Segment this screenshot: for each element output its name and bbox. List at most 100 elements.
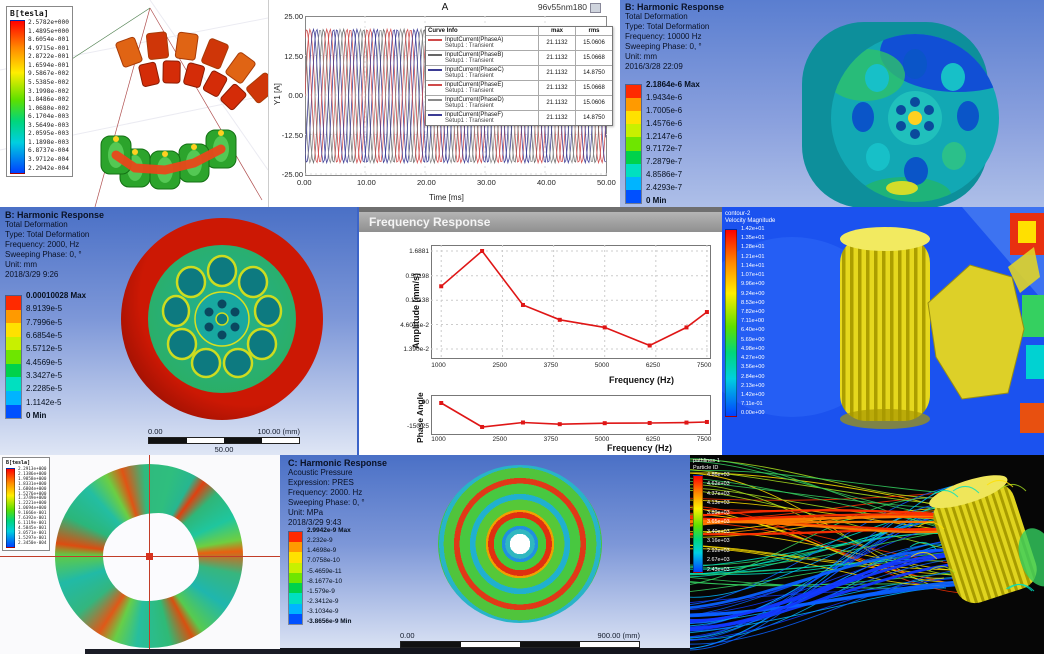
legend-value: 0 Min — [26, 410, 47, 420]
window-behind-edge — [359, 207, 724, 212]
rim-holes — [161, 254, 283, 379]
legend-value: 6.8737e-004 — [28, 147, 69, 155]
legend-value: 1.0680e-002 — [28, 104, 69, 112]
legend-value: 6.1119e-001 — [18, 520, 47, 526]
streamline — [690, 505, 946, 575]
legend-value: 2.2913e+000 — [18, 467, 47, 472]
red-wheel-model — [121, 218, 323, 420]
tick-label: 7500 — [696, 362, 712, 369]
flux-legend: 2.5782e+000 1.4895e+000 8.6054e-001 4.9715e… — [10, 19, 69, 174]
hot-spot — [218, 130, 224, 136]
window-titlebar[interactable]: Frequency Response — [359, 212, 724, 232]
curve-swatch — [428, 39, 442, 41]
legend-value: 1.2147e-6 — [646, 131, 683, 141]
curve-rms-cell: 14.8750 — [575, 111, 612, 125]
column-header: Curve Info — [428, 28, 458, 34]
plot-title: A — [441, 2, 449, 13]
curve-name-cell: InputCurrent(PhaseB) Setup1 : Transient — [426, 51, 538, 65]
swirl-line — [999, 484, 1027, 492]
legend-value: 1.6594e-001 — [28, 61, 69, 69]
header-line: Frequency: 2000, Hz — [5, 240, 80, 249]
legend-labels: 2.2913e+000 2.1386e+000 1.9858e+000 1.8331e… — [18, 467, 47, 546]
legend-value: 2.3450e-004 — [18, 540, 47, 546]
curve-max-cell: 21.1132 — [538, 36, 575, 50]
legend-band — [626, 137, 641, 151]
window-control-icon[interactable] — [590, 3, 601, 13]
legend-value: 5.5385e-002 — [28, 78, 69, 86]
ruler-min: 0.00 — [148, 427, 163, 436]
legend-band — [289, 532, 302, 543]
axis-line — [94, 7, 151, 207]
legend-colorbar — [288, 531, 303, 625]
hot-spot — [162, 151, 168, 157]
legend-value: -1.579e-9 — [307, 587, 335, 595]
legend-value: 7.11e+00 — [741, 318, 765, 325]
header-line: Expression: PRES — [288, 478, 354, 487]
legend-labels: 2.9942e-9 Max 2.232e-9 1.4698e-9 7.0758e-10… — [307, 527, 352, 626]
curve-info-table: Curve Info max rms InputCurrent(PhaseA) Setu… — [425, 26, 613, 126]
legend-value: 5.5712e-5 — [26, 344, 63, 354]
panel-maxwell-2d-flux: B[tesla] 2.2913e+000 2.1386e+000 1.9858e+0… — [0, 455, 280, 654]
legend-value: 2.9942e-9 Max — [307, 527, 351, 534]
curve-name-cell: InputCurrent(PhaseF) Setup1 : Transient — [426, 111, 538, 125]
legend-labels: 2.1864e-6 Max 1.9434e-6 1.7005e-6 1.4576e-6… — [646, 81, 700, 205]
coil-segment — [162, 60, 181, 84]
legend-value: 0.00010028 Max — [26, 291, 87, 300]
legend-value: -3.8656e-9 Min — [307, 618, 352, 626]
data-marker — [439, 284, 444, 289]
taskbar-strip — [85, 649, 280, 654]
tick-label: 3750 — [543, 436, 559, 443]
header-line: Sweeping Phase: 0, ° — [5, 250, 82, 259]
legend-value: 1.42e+01 — [741, 226, 765, 232]
legend-value: 1.1142e-5 — [26, 397, 62, 407]
legend-value: 1.0694e+000 — [18, 506, 47, 512]
header-line: B: Harmonic Response — [5, 210, 105, 220]
legend-value: 4.5845e-001 — [18, 525, 47, 531]
velocity-legend: 1.42e+01 1.35e+01 1.28e+01 1.21e+01 1.14e+01… — [725, 226, 765, 417]
streamline — [690, 532, 952, 568]
x-axis-label: Time [ms] — [429, 193, 464, 202]
coil-segment — [202, 70, 228, 97]
header-line: Acoustic Pressure — [288, 468, 353, 477]
hot-spot — [191, 144, 197, 150]
curve-max-cell: 21.1132 — [538, 66, 575, 80]
tick-label: 10.00 — [357, 178, 376, 187]
tick-label: 0.15138 — [405, 297, 430, 305]
header-line: pathlines-1 — [693, 458, 720, 464]
legend-value: 8.9139e-5 — [26, 304, 63, 314]
tick-label: 5000 — [594, 436, 610, 443]
curve-max-cell: 21.1132 — [538, 51, 575, 65]
wake-blob — [1018, 528, 1044, 587]
legend-band — [6, 363, 21, 378]
curve-name-cell: InputCurrent(PhaseA) Setup1 : Transient — [426, 36, 538, 50]
legend-value: 1.6804e+000 — [18, 486, 47, 492]
coil-segment — [201, 38, 229, 70]
legend-band — [6, 296, 21, 310]
streamline — [690, 544, 973, 577]
legend-band — [6, 350, 21, 364]
legend-value: 2.4293e-7 — [646, 183, 683, 192]
gear-body — [933, 482, 1037, 604]
plot-window-label[interactable]: 96v55nm180 — [537, 2, 587, 12]
streamline — [690, 505, 989, 595]
header-line: Sweeping Phase: 0, ° — [625, 42, 702, 51]
tick-label: 0.50198 — [405, 272, 430, 280]
tick-label: 50.00 — [597, 178, 616, 187]
legend-value: 6.1704e-003 — [28, 113, 69, 121]
legend-value: 4.9715e-001 — [28, 44, 69, 52]
legend-band — [289, 552, 302, 563]
curve-rms-cell: 15.0606 — [575, 96, 612, 110]
header-line: Type: Total Deformation — [5, 230, 90, 239]
legend-value: 8.6054e-001 — [28, 36, 69, 44]
tick-label: 30.00 — [477, 178, 496, 187]
curve-max-cell: 21.1132 — [538, 111, 575, 125]
coil-segment — [220, 83, 247, 111]
legend-value: 2.92e+03 — [707, 547, 730, 554]
legend-band — [6, 336, 21, 351]
streamline — [690, 580, 959, 617]
legend-value: 1.21e+01 — [741, 253, 765, 260]
curve-swatch — [428, 114, 442, 116]
tick-label: 6250 — [645, 436, 661, 443]
legend-value: 2.43e+03 — [707, 566, 730, 573]
ruler-max: 900.00 (mm) — [597, 631, 640, 640]
